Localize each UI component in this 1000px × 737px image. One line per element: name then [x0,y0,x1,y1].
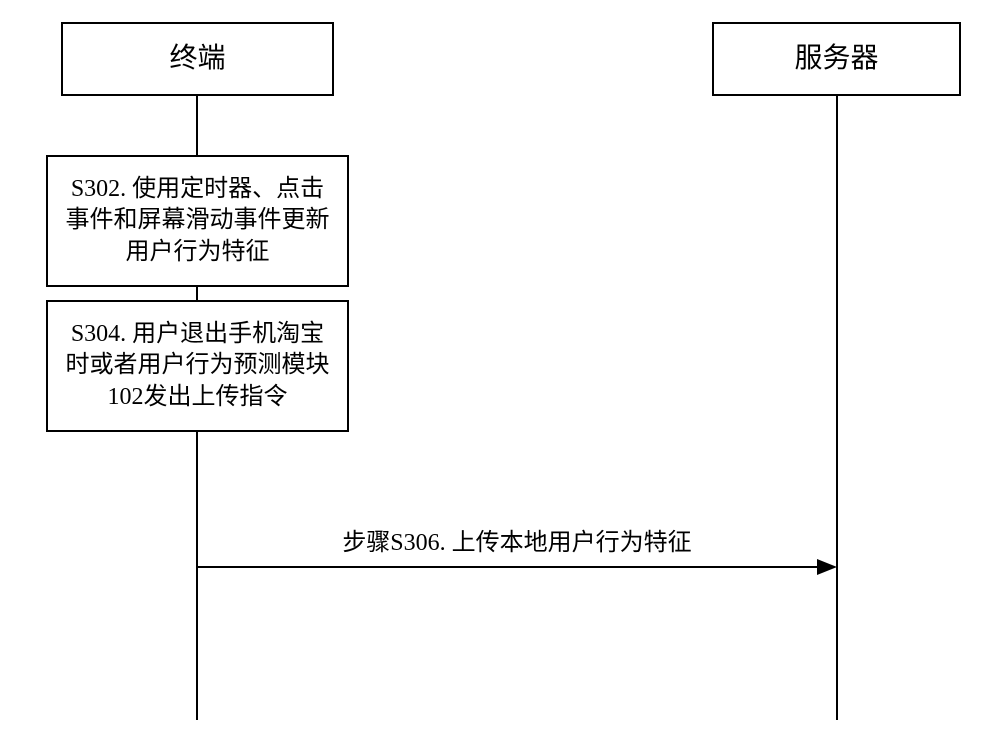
sequence-diagram: 终端 服务器 S302. 使用定时器、点击 事件和屏幕滑动事件更新 用户行为特征… [0,0,1000,737]
terminal-lifeline-seg1 [196,96,198,155]
server-header: 服务器 [712,22,961,96]
message-s306-label: 步骤S306. 上传本地用户行为特征 [297,522,737,557]
step-s304: S304. 用户退出手机淘宝 时或者用户行为预测模块 102发出上传指令 [46,300,349,432]
server-header-label: 服务器 [794,45,878,73]
server-lifeline [836,96,838,720]
step-s304-text: S304. 用户退出手机淘宝 时或者用户行为预测模块 102发出上传指令 [66,319,330,413]
message-s306-arrow [197,557,847,579]
terminal-header: 终端 [61,22,334,96]
terminal-lifeline-seg2 [196,287,198,300]
message-s306-label-text: 步骤S306. 上传本地用户行为特征 [342,530,691,556]
step-s302: S302. 使用定时器、点击 事件和屏幕滑动事件更新 用户行为特征 [46,155,349,287]
step-s302-text: S302. 使用定时器、点击 事件和屏幕滑动事件更新 用户行为特征 [66,174,330,268]
terminal-header-label: 终端 [169,45,225,73]
